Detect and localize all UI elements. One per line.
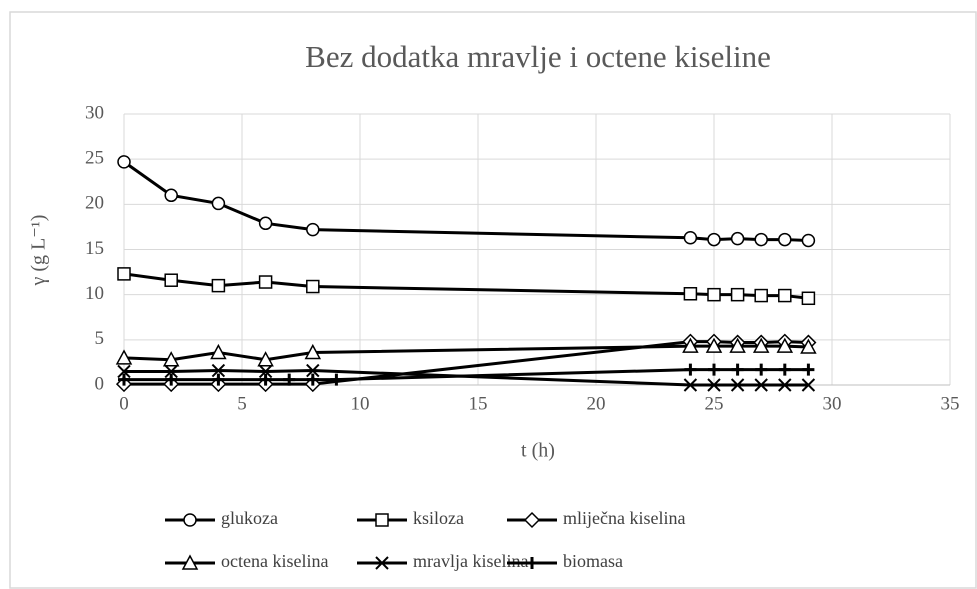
marker — [118, 373, 130, 386]
y-tick-label: 0 — [95, 373, 105, 394]
marker — [375, 513, 389, 527]
marker — [802, 363, 815, 376]
marker — [801, 233, 816, 248]
marker — [705, 337, 723, 353]
marker — [164, 188, 178, 203]
marker — [306, 222, 320, 237]
marker — [754, 232, 768, 247]
legend-label: octena kiselina — [221, 551, 328, 571]
marker — [258, 216, 273, 231]
legend-label: mravlja kiselina — [413, 551, 528, 571]
y-tick-label: 10 — [85, 283, 104, 304]
marker — [730, 231, 745, 246]
x-tick-label: 25 — [705, 393, 724, 414]
marker — [164, 364, 178, 379]
marker — [162, 351, 180, 367]
marker — [707, 378, 721, 392]
marker — [730, 378, 745, 392]
marker — [801, 378, 816, 392]
marker — [778, 378, 792, 392]
marker — [754, 288, 768, 303]
marker — [778, 232, 792, 247]
marker — [800, 338, 817, 354]
y-tick-label: 30 — [85, 102, 104, 123]
legend-label: glukoza — [221, 508, 278, 528]
y-axis-label: γ (g L⁻¹) — [28, 215, 50, 287]
chart-frame — [9, 11, 977, 589]
x-tick-label: 15 — [469, 393, 488, 414]
marker — [755, 363, 768, 376]
marker — [306, 279, 320, 294]
marker — [306, 363, 320, 378]
marker — [259, 373, 272, 386]
marker — [684, 363, 697, 376]
marker — [683, 231, 698, 245]
marker — [306, 373, 319, 386]
marker — [375, 556, 389, 570]
marker — [707, 232, 721, 247]
x-tick-label: 20 — [587, 393, 606, 414]
marker — [730, 287, 745, 302]
legend-label: ksiloza — [413, 508, 464, 528]
y-tick-label: 25 — [85, 148, 104, 169]
x-tick-label: 5 — [237, 393, 247, 414]
marker — [752, 337, 770, 353]
legend-label: mliječna kiselina — [563, 508, 685, 528]
marker — [258, 275, 273, 289]
marker — [682, 337, 699, 353]
marker — [778, 288, 792, 303]
y-tick-label: 15 — [85, 238, 104, 259]
marker — [117, 155, 131, 169]
marker — [211, 363, 226, 378]
marker — [304, 343, 322, 360]
marker — [801, 291, 816, 306]
y-tick-label: 5 — [95, 328, 105, 349]
x-tick-label: 35 — [941, 393, 960, 414]
y-tick-label: 20 — [85, 193, 104, 214]
marker — [729, 337, 746, 353]
marker — [778, 363, 791, 376]
marker — [526, 557, 538, 569]
marker — [210, 343, 227, 360]
marker — [115, 349, 133, 365]
x-axis-label: t (h) — [521, 440, 555, 462]
marker — [211, 196, 226, 211]
marker — [117, 364, 131, 379]
marker — [754, 378, 768, 392]
marker — [117, 267, 131, 281]
x-tick-label: 10 — [351, 393, 370, 414]
chart-title: Bez dodatka mravlje i octene kiseline — [305, 39, 771, 74]
marker — [211, 278, 226, 293]
marker — [183, 513, 197, 527]
marker — [164, 273, 178, 287]
marker — [258, 364, 273, 379]
marker — [181, 554, 199, 570]
x-tick-label: 30 — [823, 393, 842, 414]
legend-label: biomasa — [563, 551, 623, 571]
marker — [330, 373, 343, 386]
marker — [523, 511, 541, 529]
marker — [707, 287, 721, 302]
marker — [708, 363, 720, 376]
marker — [776, 337, 794, 353]
marker — [731, 363, 744, 376]
marker — [257, 351, 274, 367]
marker — [683, 378, 698, 392]
marker — [683, 287, 698, 301]
marker — [165, 373, 178, 386]
marker — [283, 373, 296, 386]
x-tick-label: 0 — [119, 393, 129, 414]
marker — [212, 373, 225, 386]
